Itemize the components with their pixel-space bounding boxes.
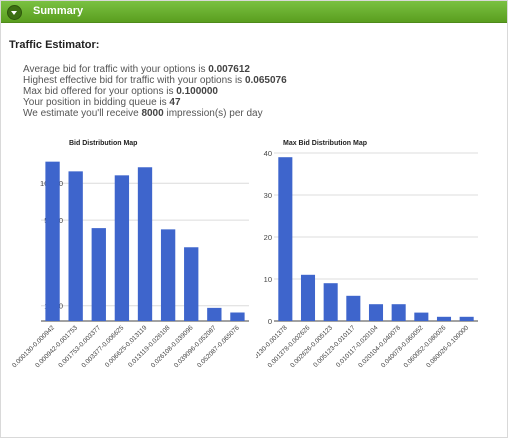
bar (45, 161, 60, 321)
bar (346, 295, 361, 321)
stat-impressions: We estimate you'll receive 8000 impressi… (23, 108, 263, 119)
summary-header[interactable]: Summary (1, 1, 507, 23)
stat-value: 47 (169, 97, 181, 108)
max-bid-distribution-chart: Max Bid Distribution Map 0 10 20 30 40.000130… (256, 133, 496, 408)
x-tick-label: 0.010117-0.020104 (335, 324, 380, 369)
x-tick-label: 0.000942-0.001753 (34, 324, 79, 369)
bar (391, 304, 406, 321)
x-tick-label: 0.001378-0.002626 (267, 324, 312, 369)
chart-title: Max Bid Distribution Map (283, 140, 367, 147)
bar (207, 307, 222, 321)
stat-max-bid: Max bid offered for your options is 0.10… (23, 86, 218, 97)
bar (459, 316, 474, 321)
x-tick-label: 0.013119-0.026108 (127, 324, 172, 369)
stat-value: 0.007612 (208, 64, 250, 75)
bar (160, 229, 176, 321)
x-tick-label: 0.039096-0.052087 (173, 324, 218, 369)
bid-distribution-svg: Bid Distribution Map1,0005,00010,0000.00… (11, 140, 249, 369)
stat-value: 8000 (141, 108, 164, 119)
bar (323, 283, 338, 321)
x-tick-label: 0.060052-0.080026 (403, 324, 448, 369)
bid-distribution-chart: Bid Distribution Map1,0005,00010,0000.00… (9, 133, 249, 408)
section-title: Traffic Estimator: (9, 39, 100, 51)
stat-value: 0.065076 (244, 75, 287, 86)
x-tick-label: 0.002626-0.005123 (289, 324, 334, 369)
x-tick-label: 0.020104-0.040078 (357, 324, 402, 369)
max-bid-distribution-svg: Max Bid Distribution Map010203040.000130… (256, 140, 478, 369)
bar (230, 312, 245, 321)
x-tick-label: 0.000130-0.000942 (11, 324, 56, 369)
stats-list: Average bid for traffic with your option… (23, 64, 287, 119)
header-title: Summary (33, 5, 84, 17)
stat-value: 0.100000 (176, 86, 218, 97)
bar (91, 228, 106, 321)
collapse-toggle-icon[interactable] (7, 5, 22, 20)
bar (68, 171, 83, 321)
x-tick-label: 0.005123-0.010117 (312, 324, 357, 369)
y-tick-label: 20 (264, 233, 272, 242)
x-tick-label: 0.026108-0.039096 (150, 324, 195, 369)
y-tick-label: 40 (264, 149, 272, 158)
bar (300, 274, 316, 321)
bar (114, 175, 130, 321)
bar (414, 312, 429, 321)
bar (436, 316, 452, 321)
y-tick-label: 30 (264, 191, 272, 200)
x-tick-label: 0.006625-0.013119 (104, 324, 149, 369)
x-tick-label: 0.003377-0.006625 (80, 324, 125, 369)
x-tick-label: 0.052087-0.065076 (196, 324, 241, 369)
stat-average-bid: Average bid for traffic with your option… (23, 64, 250, 75)
bar (368, 304, 384, 321)
bar (184, 247, 199, 321)
x-tick-label: 0.080026-0.100000 (425, 324, 470, 369)
bar (278, 157, 293, 321)
chart-title: Bid Distribution Map (69, 140, 137, 147)
x-tick-label: 0.040078-0.060052 (380, 324, 425, 369)
x-tick-label: 0.001753-0.003377 (57, 324, 102, 369)
y-tick-label: 10 (264, 275, 272, 284)
stat-highest-bid: Highest effective bid for traffic with y… (23, 75, 287, 86)
bar (137, 167, 153, 321)
y-tick-label: 0 (268, 317, 272, 326)
stat-queue-position: Your position in bidding queue is 47 (23, 97, 181, 108)
